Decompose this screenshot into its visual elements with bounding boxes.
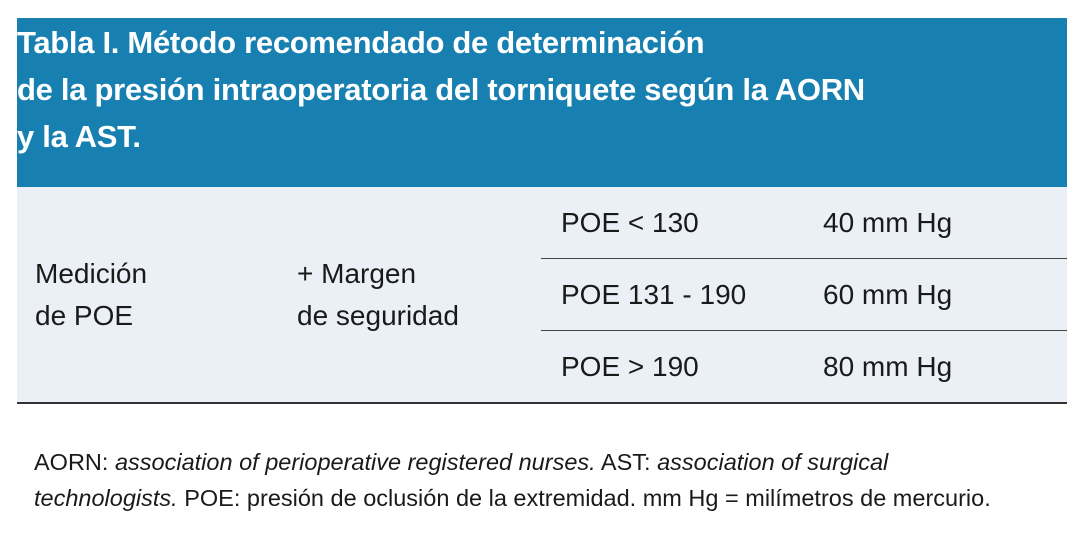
footnote-definition: association of surgical technologists. <box>34 448 889 511</box>
pressure-cell: 40 mm Hg <box>823 207 953 238</box>
title-line: de la presión intraoperatoria del torniq… <box>17 72 865 107</box>
footnote-abbr: AORN: <box>34 448 115 475</box>
pressure-cell: 60 mm Hg <box>823 279 953 310</box>
title-line: y la AST. <box>17 119 141 154</box>
title-line: Tabla I. Método recomendado de determina… <box>17 25 705 60</box>
range-cell: POE 131 - 190 <box>561 279 747 310</box>
pressure-cell: 80 mm Hg <box>823 351 953 382</box>
table-header <box>17 18 1067 187</box>
range-cell: POE < 130 <box>561 207 699 238</box>
measurement-cell: Medición de POE <box>35 253 147 337</box>
table-footnote: AORN: association of perioperative regis… <box>34 444 1034 516</box>
footnote-definition: association of perioperative registered … <box>114 448 596 475</box>
table-title: Tabla I. Método recomendado de determina… <box>17 19 865 160</box>
range-cell: POE > 190 <box>561 351 699 382</box>
cell-text: de POE <box>35 300 134 331</box>
cell-text: de seguridad <box>297 300 459 331</box>
row-divider <box>541 258 1067 259</box>
cell-text: Medición <box>35 258 148 289</box>
footnote-text: POE: presión de oclusión de la extremida… <box>177 484 991 511</box>
margin-cell: + Margen de seguridad <box>297 253 459 337</box>
row-divider <box>541 330 1067 331</box>
cell-text: + Margen <box>297 258 417 289</box>
footnote-abbr: AST: <box>595 448 658 475</box>
table-body: Medición de POE + Margen de seguridad PO… <box>17 187 1067 404</box>
